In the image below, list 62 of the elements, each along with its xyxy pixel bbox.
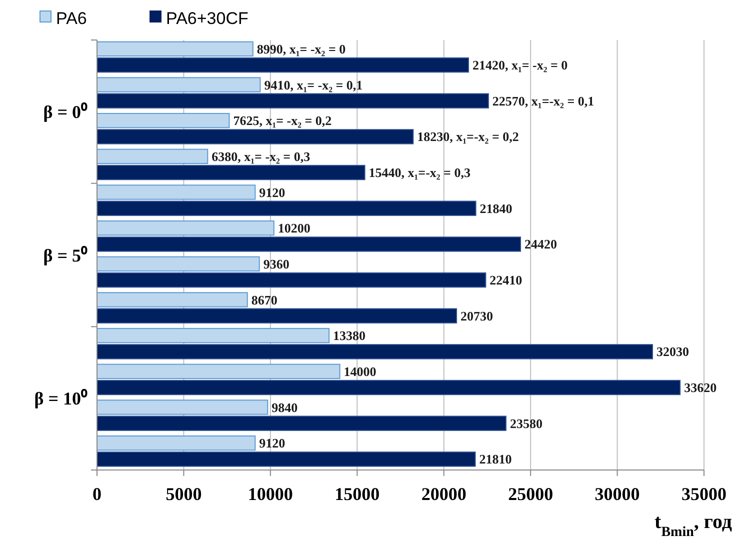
data-label: 13380 [333,328,366,344]
data-label: 21810 [479,452,512,467]
data-label: 14000 [344,364,376,379]
bar [96,435,256,451]
bar [96,400,268,415]
data-label: 15440, x₁=-x₂ = 0,3 [368,165,471,180]
bar [96,164,366,180]
bar [96,364,340,379]
data-label: 9120 [259,184,286,200]
x-axis-title: t$_{Bmin}$, год [654,511,732,540]
data-label: 22570, x₁=-x₂ = 0,1 [492,93,594,108]
x-tick-label: 0 [92,484,102,504]
bar [96,344,653,360]
bar [96,129,414,144]
bar [96,380,681,396]
x-tick-label: 20000 [421,484,466,504]
bar [96,184,256,200]
data-label: 21420, x₁= -x₂ = 0 [472,58,568,73]
bar [96,77,261,92]
data-label: 9840 [272,400,298,415]
bar [96,308,458,324]
bar [96,41,254,56]
bar [96,256,260,272]
bar [96,200,476,216]
x-tick-label: 5000 [166,484,202,504]
bar [96,416,506,431]
legend-label: PA6 [56,8,87,28]
x-tick-label: 25000 [508,484,554,504]
bar [96,272,486,288]
data-label: 8990, x₁= -x₂ = 0 [256,41,346,56]
data-label: 21840 [480,200,512,216]
data-label: 22410 [490,272,522,288]
data-label: 32030 [656,344,689,360]
text: β = 5⁰ [43,245,88,266]
data-label: 20730 [460,308,494,324]
data-label: 9410, x₁= -x₂ = 0,1 [264,77,363,92]
bar [96,236,522,252]
data-label: 10200 [278,220,310,236]
data-label: 18230, x₁=-x₂ = 0,2 [417,129,519,144]
data-label: 9360 [263,256,290,272]
x-tick-label: 35000 [682,484,726,504]
x-tick-label: 10000 [248,484,293,504]
bar [96,220,274,236]
data-label: 8670 [251,292,278,308]
bar [96,57,469,73]
text: β = 0⁰ [43,102,88,122]
data-label: 9120 [259,436,286,451]
data-label: 7625, x₁= -x₂ = 0,2 [233,113,332,128]
bar [96,93,489,108]
text: β = 10⁰ [34,388,88,409]
bar [96,292,248,308]
data-label: 23580 [510,416,542,431]
x-tick-label: 30000 [594,484,640,504]
data-label: 6380, x₁= -x₂ = 0,3 [212,148,311,164]
data-label: 24420 [524,236,558,252]
bar [96,452,476,467]
bar [96,328,330,344]
x-tick-label: 15000 [334,484,380,504]
legend-label: PA6+30CF [166,8,248,28]
data-label: 33620 [684,380,717,396]
bar [96,148,208,164]
bar [96,112,230,128]
